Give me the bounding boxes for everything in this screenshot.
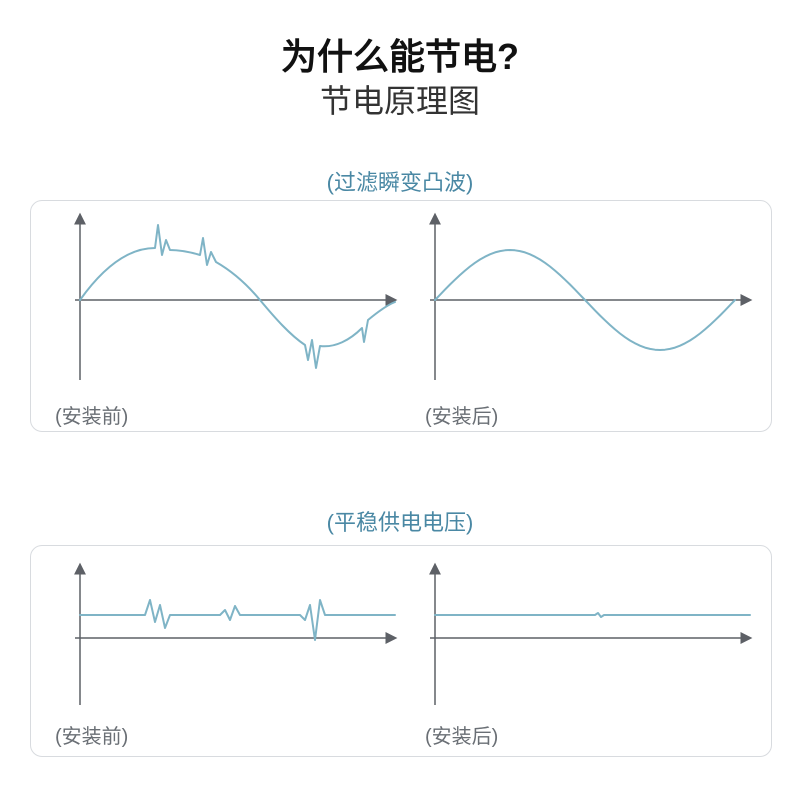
label-before-2: (安装前) [55,720,128,749]
label-before-1: (安装前) [55,400,128,429]
chart-transient-before [50,210,400,390]
section1-label: (过滤瞬变凸波) [0,165,800,197]
label-after-1: (安装后) [425,400,498,429]
sub-title: 节电原理图 [0,76,800,122]
main-title: 为什么能节电? [0,28,800,80]
chart-voltage-after [405,560,755,715]
chart-voltage-before [50,560,400,715]
chart-transient-after [405,210,755,390]
section2-label: (平稳供电电压) [0,505,800,537]
label-after-2: (安装后) [425,720,498,749]
